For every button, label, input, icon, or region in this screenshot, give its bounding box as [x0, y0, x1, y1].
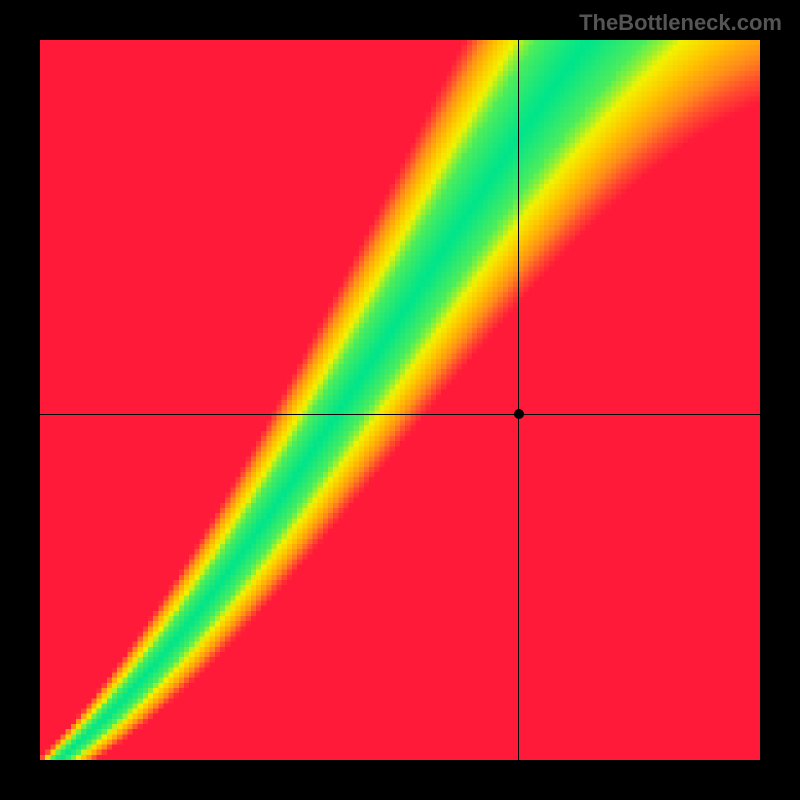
bottleneck-heatmap [40, 40, 760, 760]
watermark-text: TheBottleneck.com [579, 10, 782, 36]
crosshair-vertical [518, 40, 519, 760]
chart-container: TheBottleneck.com [0, 0, 800, 800]
crosshair-horizontal [40, 414, 760, 415]
